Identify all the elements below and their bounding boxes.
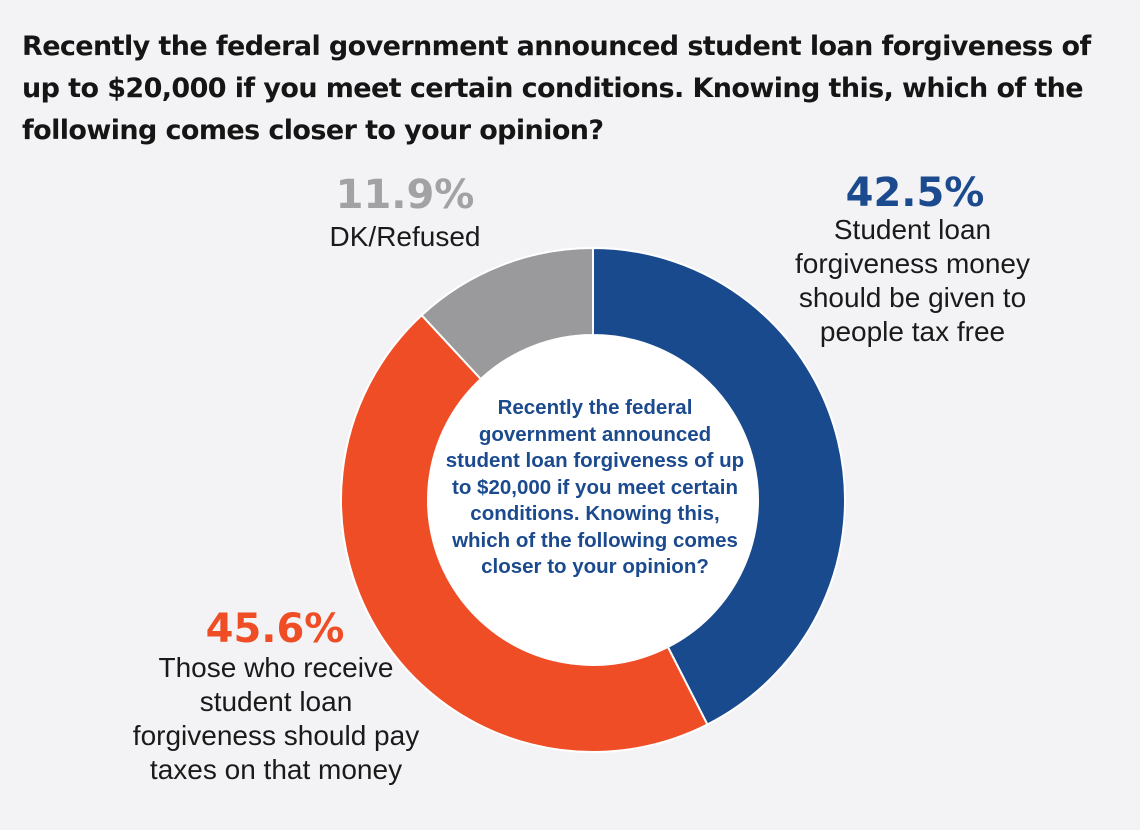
slice-label-dk-refused: DK/Refused [329, 221, 481, 252]
slice-label-tax-free: Student loan forgiveness money should be… [794, 214, 1030, 347]
slice-value-label-pay-taxes: 45.6% [205, 606, 345, 652]
donut-hole [428, 335, 758, 665]
slice-label-pay-taxes: Those who receive student loan forgivene… [132, 652, 420, 785]
slice-value-label-dk-refused: 11.9% [335, 172, 475, 218]
slice-value-label-tax-free: 42.5% [845, 170, 985, 216]
chart-title: Recently the federal government announce… [22, 31, 1091, 146]
donut-center-text: Recently the federal government announce… [445, 396, 745, 578]
